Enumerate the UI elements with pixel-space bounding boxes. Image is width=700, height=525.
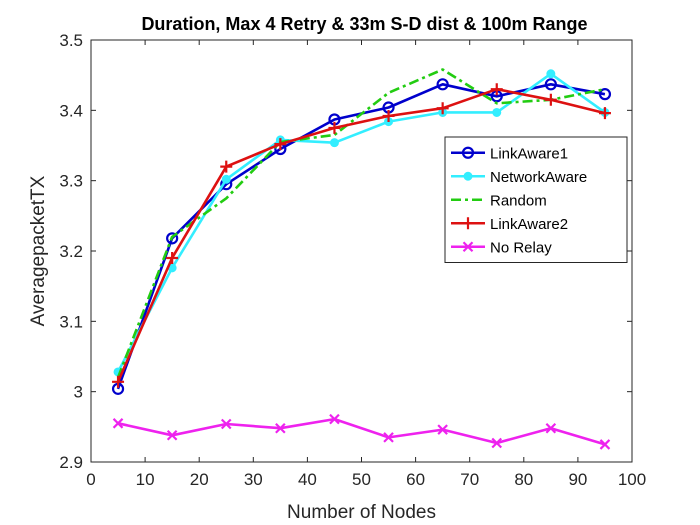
- data-point-linkaware1: [598, 88, 612, 101]
- legend-item-linkaware1: LinkAware1: [451, 145, 568, 162]
- chart-title: Duration, Max 4 Retry & 33m S-D dist & 1…: [141, 14, 587, 34]
- data-point-linkaware2: [598, 107, 611, 120]
- data-point-no-relay: [383, 432, 394, 443]
- data-point-linkaware2: [274, 138, 287, 151]
- data-point-linkaware1: [166, 232, 179, 245]
- x-tick-label: 60: [406, 470, 425, 489]
- data-point-linkaware1: [544, 78, 557, 91]
- series-no-relay: [112, 413, 611, 450]
- series-random: [116, 68, 606, 379]
- series-line-networkaware: [116, 72, 606, 373]
- x-tick-label: 100: [618, 470, 646, 489]
- legend-label: No Relay: [490, 239, 552, 256]
- data-point-no-relay: [112, 418, 124, 429]
- x-axis-label: Number of Nodes: [287, 502, 436, 523]
- data-point-linkaware2: [112, 375, 125, 388]
- data-point-linkaware2: [220, 160, 233, 173]
- data-point-no-relay: [329, 413, 340, 425]
- data-point-no-relay: [166, 429, 178, 441]
- legend-marker-linkaware1: [461, 146, 475, 159]
- legend: LinkAware1 NetworkAware Random LinkAware2 No…: [444, 136, 628, 263]
- data-point-no-relay: [437, 424, 448, 435]
- data-point-networkaware: [221, 174, 231, 184]
- legend-item-linkaware2: LinkAware2: [451, 216, 568, 233]
- legend-item-no-relay: No Relay: [451, 239, 552, 256]
- y-tick-label: 3.4: [59, 101, 83, 120]
- data-point-linkaware1: [436, 78, 449, 91]
- legend-label: LinkAware1: [490, 145, 568, 162]
- data-point-no-relay: [220, 418, 232, 430]
- x-tick-label: 70: [460, 470, 479, 489]
- y-tick-label: 3.3: [59, 172, 83, 191]
- data-point-networkaware: [492, 107, 502, 117]
- legend-marker-no-relay: [462, 241, 474, 253]
- data-point-no-relay: [545, 422, 557, 434]
- data-point-no-relay: [599, 439, 611, 450]
- series-line-linkaware2: [116, 87, 606, 383]
- legend-item-networkaware: NetworkAware: [451, 169, 587, 186]
- legend-item-random: Random: [451, 192, 547, 209]
- y-tick-label: 3.2: [59, 242, 83, 261]
- y-tick-label: 2.9: [59, 453, 83, 472]
- x-tick-label: 20: [190, 470, 209, 489]
- data-point-no-relay: [275, 422, 286, 434]
- y-axis-label: AveragepacketTX: [28, 175, 49, 326]
- data-point-networkaware: [546, 69, 556, 79]
- x-tick-label: 40: [298, 470, 317, 489]
- legend-marker-networkaware: [463, 171, 473, 181]
- data-point-linkaware2: [166, 252, 179, 265]
- x-tick-label: 50: [352, 470, 371, 489]
- legend-marker-linkaware2: [462, 217, 474, 230]
- series-line-random: [116, 68, 606, 379]
- y-tick-label: 3.5: [59, 31, 83, 50]
- legend-label: Random: [490, 192, 547, 209]
- legend-label: LinkAware2: [490, 216, 568, 233]
- series-linkaware2: [112, 83, 611, 388]
- x-tick-label: 30: [244, 470, 263, 489]
- data-point-linkaware2: [382, 109, 395, 122]
- x-tick-label: 10: [136, 470, 155, 489]
- data-point-linkaware2: [544, 93, 557, 106]
- y-tick-label: 3: [74, 383, 83, 402]
- legend-label: NetworkAware: [490, 169, 587, 186]
- x-tick-label: 0: [86, 470, 95, 489]
- series-line-no-relay: [117, 417, 606, 446]
- x-tick-label: 80: [514, 470, 533, 489]
- axis-ticks: 0 10 20 30 40 50 60 70 80 90 100 2.9 3 3.1 3.2 3.3 3.4 3.…: [59, 31, 646, 489]
- y-tick-label: 3.1: [59, 312, 83, 331]
- series-layer: [111, 68, 612, 450]
- data-point-networkaware: [329, 138, 339, 148]
- data-point-linkaware2: [436, 102, 449, 115]
- data-point-no-relay: [491, 437, 503, 449]
- data-point-linkaware2: [490, 83, 503, 96]
- data-point-linkaware2: [328, 121, 341, 134]
- x-tick-label: 90: [568, 470, 587, 489]
